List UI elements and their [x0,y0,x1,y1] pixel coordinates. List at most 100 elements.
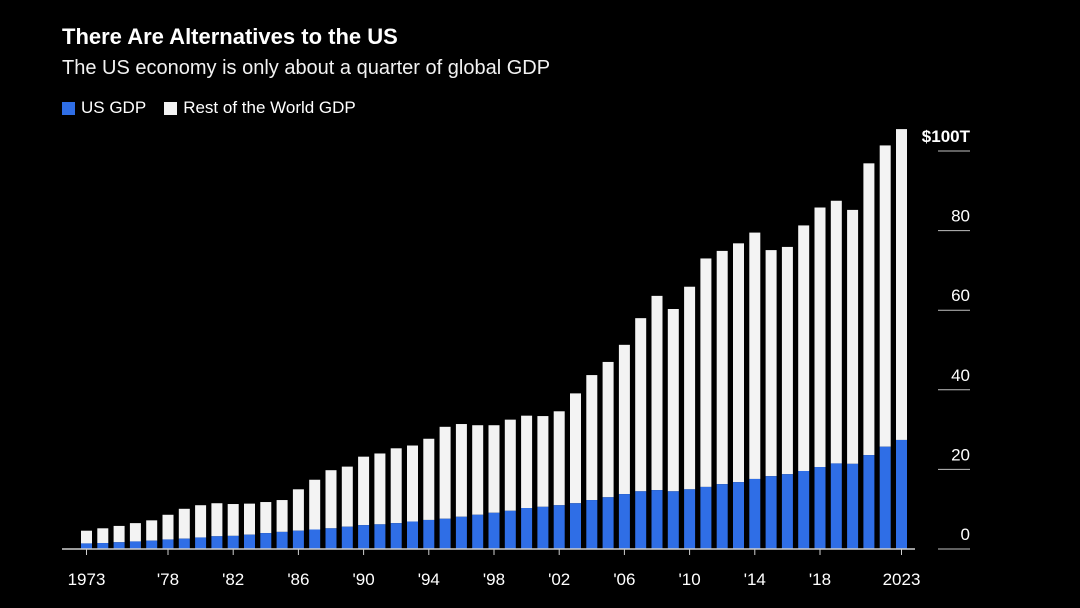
y-tick-label: 40 [951,366,970,385]
bar-us-2009 [667,491,679,549]
bar-us-2017 [798,470,810,549]
bar-rest-of-world-1994 [423,438,435,520]
bar-rest-of-world-2003 [570,393,581,504]
bar-rest-of-world-1984 [260,502,272,534]
bar-rest-of-world-1995 [439,426,451,519]
legend-label-rest-of-world-gdp: Rest of the World GDP [183,98,356,117]
bar-rest-of-world-2000 [521,415,533,509]
bar-rest-of-world-1992 [390,448,402,524]
bar-rest-of-world-2013 [733,243,744,483]
bar-rest-of-world-1973 [81,530,92,544]
bar-rest-of-world-2005 [602,361,614,498]
bar-rest-of-world-2022 [879,145,891,447]
bar-us-2008 [651,490,663,549]
bar-us-1977 [146,540,158,549]
chart-subtitle: The US economy is only about a quarter o… [62,57,551,79]
bar-rest-of-world-2007 [635,318,647,492]
bar-rest-of-world-1989 [341,466,353,527]
bar-us-2010 [684,489,696,549]
x-tick-label: 1973 [68,570,106,589]
x-tick-label: '14 [744,570,766,589]
bar-us-1981 [211,536,223,549]
legend-item-us-gdp: US GDP [62,98,146,118]
bar-us-1989 [341,526,353,549]
bar-us-1991 [374,524,386,549]
bar-rest-of-world-1975 [113,525,125,543]
bar-us-1975 [113,542,125,549]
bar-us-1995 [439,518,451,549]
chart-title: There Are Alternatives to the US [62,24,398,49]
x-tick-label: '94 [418,570,440,589]
bar-rest-of-world-2010 [684,286,696,490]
y-tick-label: $100T [922,127,971,146]
bar-us-2000 [521,508,533,549]
bar-rest-of-world-2006 [618,344,630,495]
bar-rest-of-world-2012 [716,250,728,485]
bar-us-2016 [781,474,793,549]
bar-rest-of-world-2017 [798,225,810,471]
bar-rest-of-world-1987 [309,479,321,530]
bar-us-1990 [358,525,370,549]
bar-us-1973 [81,543,92,549]
bar-rest-of-world-2021 [863,163,875,456]
bar-rest-of-world-2023 [896,129,907,440]
x-tick-label: '98 [483,570,505,589]
bar-us-1997 [472,514,484,549]
x-tick-label: '86 [287,570,309,589]
bar-rest-of-world-2004 [586,375,598,501]
bar-rest-of-world-1985 [276,500,288,532]
y-tick-label: 20 [951,445,970,464]
bar-rest-of-world-1977 [146,520,158,541]
bar-us-1992 [390,523,402,549]
x-tick-label: '78 [157,570,179,589]
bar-us-2003 [570,503,581,549]
y-tick-label: 60 [951,286,970,305]
bar-us-1979 [178,538,190,549]
bar-us-1988 [325,528,337,549]
bar-rest-of-world-2019 [830,200,842,464]
bar-rest-of-world-1998 [488,425,500,513]
bar-us-2001 [537,506,549,549]
bar-rest-of-world-2015 [765,250,777,477]
bar-us-2023 [896,439,907,549]
bar-us-2012 [716,484,728,549]
legend-item-rest-of-world-gdp: Rest of the World GDP [164,98,356,118]
y-tick-label: 0 [961,525,970,544]
bar-us-2002 [553,505,565,549]
bar-rest-of-world-2020 [847,209,859,464]
bar-rest-of-world-1983 [244,503,255,535]
bar-rest-of-world-2001 [537,416,549,507]
bar-us-2015 [765,476,777,549]
bar-us-1984 [260,533,272,549]
bar-us-2018 [814,467,826,549]
bar-us-1985 [276,531,288,549]
bar-us-1982 [227,535,239,549]
bar-us-1994 [423,519,435,549]
bar-rest-of-world-1981 [211,503,223,537]
bar-us-1987 [309,529,321,549]
legend-label-us-gdp: US GDP [81,98,147,117]
bar-rest-of-world-1988 [325,470,337,529]
x-tick-label: '82 [222,570,244,589]
legend-swatch-rest-of-world-gdp [164,101,178,115]
x-tick-label: '90 [353,570,375,589]
bar-us-1996 [455,516,467,549]
bar-rest-of-world-1974 [97,528,109,544]
x-tick-label: '02 [548,570,570,589]
bar-rest-of-world-1979 [178,508,190,539]
bar-us-2005 [602,497,614,549]
bar-rest-of-world-1997 [472,425,484,515]
x-tick-label: 2023 [883,570,921,589]
bar-rest-of-world-1986 [292,489,304,531]
bar-us-2022 [879,446,891,549]
bar-us-2013 [733,482,744,549]
bar-rest-of-world-1993 [407,445,418,522]
bar-rest-of-world-2018 [814,207,826,468]
bar-us-2007 [635,491,647,549]
bar-rest-of-world-1990 [358,456,370,526]
bar-rest-of-world-1991 [374,453,386,525]
bar-us-1993 [407,521,418,549]
x-tick-label: '06 [613,570,635,589]
bar-rest-of-world-1982 [227,504,239,536]
